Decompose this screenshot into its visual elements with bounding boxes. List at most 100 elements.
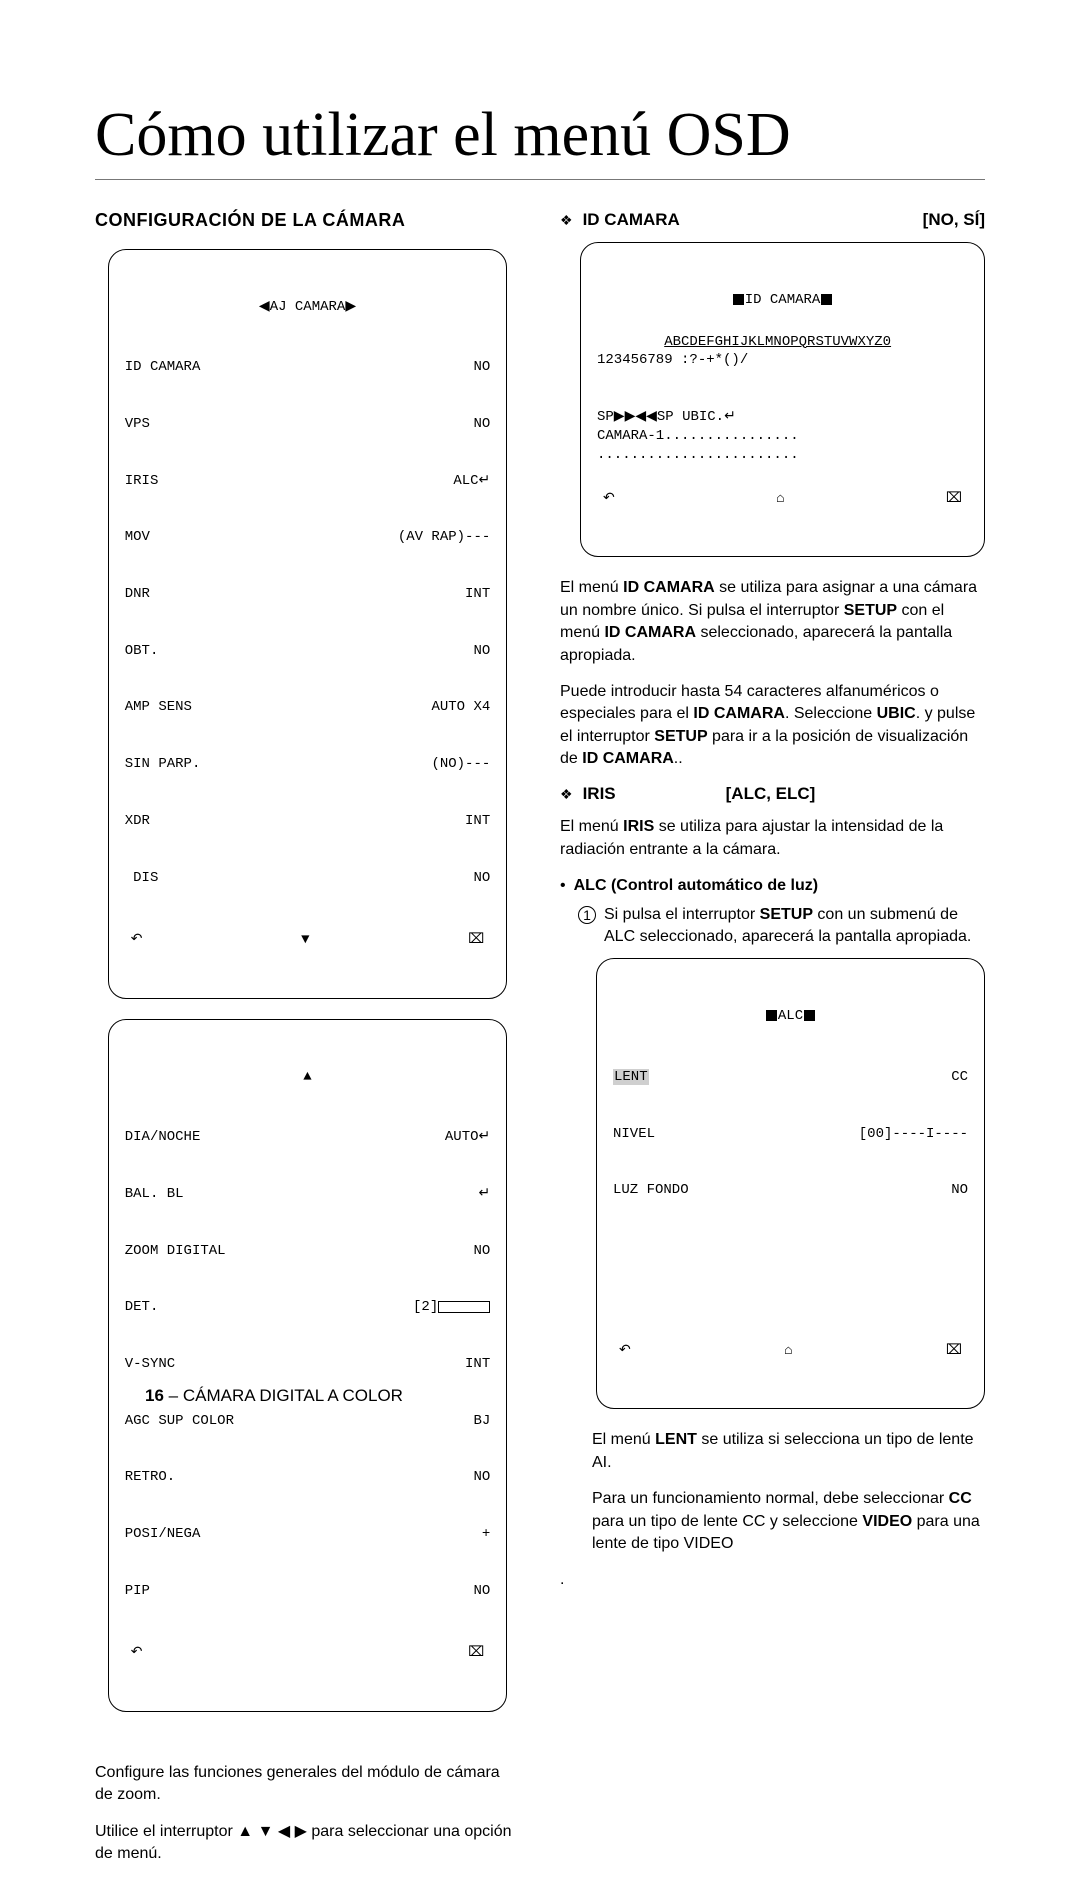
osd-charset-line: ABCDEFGHIJKLMNOPQRSTUVWXYZ0 xyxy=(664,334,891,350)
osd-title-text: AJ CAMARA xyxy=(270,299,346,315)
osd-value: INT xyxy=(465,585,490,604)
arrow-right-icon: ▶ xyxy=(345,299,356,315)
page-footer: 16 – CÁMARA DIGITAL A COLOR xyxy=(145,1386,403,1406)
osd-label: ID CAMARA xyxy=(125,358,201,377)
home-icon: ⌂ xyxy=(784,1342,792,1361)
osd-title: ID CAMARA xyxy=(597,291,968,310)
osd-value: NO xyxy=(473,1582,490,1601)
osd-label: DIA/NOCHE xyxy=(125,1128,201,1147)
osd-label: POSI/NEGA xyxy=(125,1525,201,1544)
down-icon: ▼ xyxy=(301,931,309,950)
page-title: Cómo utilizar el menú OSD xyxy=(95,100,985,180)
osd-value: INT xyxy=(465,1355,490,1374)
close-icon: ⌧ xyxy=(468,1644,484,1663)
osd-title: ◀AJ CAMARA▶ xyxy=(125,298,491,317)
diamond-icon: ❖ xyxy=(560,787,573,801)
osd-value: NO xyxy=(473,415,490,434)
osd-label: IRIS xyxy=(125,472,159,491)
back-icon: ↶ xyxy=(131,931,143,950)
osd-value: NO xyxy=(951,1181,968,1200)
osd-label: DIS xyxy=(125,869,159,888)
osd-label: DNR xyxy=(125,585,150,604)
osd-label: DET. xyxy=(125,1298,159,1317)
close-icon: ⌧ xyxy=(946,490,962,509)
osd-value: (NO)--- xyxy=(431,755,490,774)
close-icon: ⌧ xyxy=(468,931,484,950)
osd-value: ALC↵ xyxy=(453,472,490,491)
osd-label: AMP SENS xyxy=(125,698,192,717)
osd-value: INT xyxy=(465,812,490,831)
arrow-keys-icon: ▲ ▼ ◀ ▶ xyxy=(237,1823,307,1840)
paragraph: Utilice el interruptor ▲ ▼ ◀ ▶ para sele… xyxy=(95,1821,520,1866)
paragraph: El menú ID CAMARA se utiliza para asigna… xyxy=(560,577,985,667)
bullet-alc: • ALC (Control automático de luz) xyxy=(560,875,985,897)
osd-value: (AV RAP)--- xyxy=(398,528,490,547)
subhead-options: [ALC, ELC] xyxy=(726,784,816,804)
osd-line: SP▶▶◀◀SP UBIC.↵ xyxy=(597,409,736,425)
osd-box-id-camara: ID CAMARA ABCDEFGHIJKLMNOPQRSTUVWXYZ0 12… xyxy=(580,242,985,557)
diamond-icon: ❖ xyxy=(560,213,573,227)
osd-label: LENT xyxy=(613,1068,649,1087)
osd-label: VPS xyxy=(125,415,150,434)
osd-box-page2: ▲ DIA/NOCHE AUTO↵ BAL. BL ↵ ZOOM DIGITAL NO… xyxy=(108,1019,508,1712)
osd-value: [00]----I---- xyxy=(859,1125,968,1144)
page-number: 16 xyxy=(145,1386,164,1405)
back-icon: ↶ xyxy=(131,1644,143,1663)
osd-label: XDR xyxy=(125,812,150,831)
osd-label: MOV xyxy=(125,528,150,547)
osd-value: NO xyxy=(473,1468,490,1487)
osd-value: CC xyxy=(951,1068,968,1087)
osd-value: AUTO X4 xyxy=(431,698,490,717)
subhead-iris: ❖ IRIS [ALC, ELC] xyxy=(560,784,985,804)
close-icon: ⌧ xyxy=(946,1342,962,1361)
bullet-label: ALC (Control automático de luz) xyxy=(574,875,818,897)
osd-label: NIVEL xyxy=(613,1125,655,1144)
osd-label: SIN PARP. xyxy=(125,755,201,774)
osd-line: ........................ xyxy=(597,447,799,463)
osd-value: NO xyxy=(473,358,490,377)
bullet-icon: • xyxy=(560,875,566,897)
footer-text: CÁMARA DIGITAL A COLOR xyxy=(183,1386,403,1405)
paragraph: Para un funcionamiento normal, debe sele… xyxy=(592,1488,985,1555)
back-icon: ↶ xyxy=(603,490,615,509)
osd-label: LUZ FONDO xyxy=(613,1181,689,1200)
up-icon: ▲ xyxy=(125,1068,491,1087)
numbered-item: 1 Si pulsa el interruptor SETUP con un s… xyxy=(578,904,985,949)
number-circle-icon: 1 xyxy=(578,906,596,924)
osd-box-aj-camara: ◀AJ CAMARA▶ ID CAMARA NO VPS NO IRIS ALC↵ M… xyxy=(108,249,508,999)
osd-line: CAMARA-1................ xyxy=(597,428,799,444)
paragraph: Si pulsa el interruptor SETUP con un sub… xyxy=(604,904,985,949)
osd-box-alc: ALC LENT CC NIVEL [00]----I---- LUZ FONDO N… xyxy=(596,958,985,1409)
osd-value: AUTO↵ xyxy=(445,1128,490,1147)
paragraph: Puede introducir hasta 54 caracteres alf… xyxy=(560,681,985,771)
osd-label: RETRO. xyxy=(125,1468,175,1487)
osd-label: AGC SUP COLOR xyxy=(125,1412,234,1431)
osd-label: BAL. BL xyxy=(125,1185,184,1204)
paragraph: El menú LENT se utiliza si selecciona un… xyxy=(592,1429,985,1474)
osd-title: ALC xyxy=(613,1007,968,1026)
subhead-label: ID CAMARA xyxy=(583,210,680,230)
left-column: CONFIGURACIÓN DE LA CÁMARA ◀AJ CAMARA▶ I… xyxy=(95,210,520,1880)
paragraph: . xyxy=(560,1569,985,1591)
section-head-config: CONFIGURACIÓN DE LA CÁMARA xyxy=(95,210,520,231)
osd-title-text: ID CAMARA xyxy=(745,292,821,308)
subhead-id-camara: ❖ ID CAMARA [NO, SÍ] xyxy=(560,210,985,230)
osd-label: ZOOM DIGITAL xyxy=(125,1242,226,1261)
back-icon: ↶ xyxy=(619,1342,631,1361)
osd-label: V-SYNC xyxy=(125,1355,175,1374)
text: Utilice el interruptor xyxy=(95,1823,237,1840)
osd-title-text: ALC xyxy=(778,1008,803,1024)
osd-value: NO xyxy=(473,1242,490,1261)
osd-value: NO xyxy=(473,869,490,888)
osd-value: ↵ xyxy=(479,1185,491,1204)
footer-sep: – xyxy=(164,1386,183,1405)
right-column: ❖ ID CAMARA [NO, SÍ] ID CAMARA ABCDEFGHI… xyxy=(560,210,985,1880)
osd-value: + xyxy=(482,1525,490,1544)
osd-value: NO xyxy=(473,642,490,661)
osd-label: OBT. xyxy=(125,642,159,661)
osd-value: [2] xyxy=(413,1298,490,1317)
paragraph: Configure las funciones generales del mó… xyxy=(95,1762,520,1807)
osd-charset-line: 123456789 :?-+*()/ xyxy=(597,352,748,368)
subhead-options: [NO, SÍ] xyxy=(923,210,985,230)
osd-value: BJ xyxy=(473,1412,490,1431)
